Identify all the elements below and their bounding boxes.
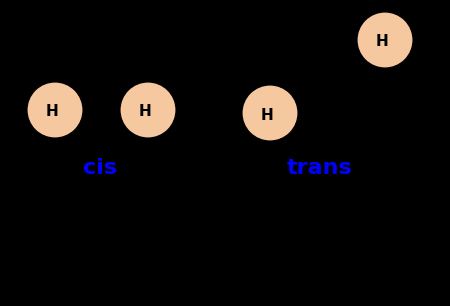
Circle shape xyxy=(242,85,298,141)
Text: H: H xyxy=(261,107,274,122)
Circle shape xyxy=(27,82,83,138)
Text: cis: cis xyxy=(83,158,117,178)
Text: H: H xyxy=(376,35,388,50)
Circle shape xyxy=(357,12,413,68)
Text: H: H xyxy=(45,105,58,120)
Text: H: H xyxy=(139,105,151,120)
Circle shape xyxy=(120,82,176,138)
Text: trans: trans xyxy=(287,158,353,178)
